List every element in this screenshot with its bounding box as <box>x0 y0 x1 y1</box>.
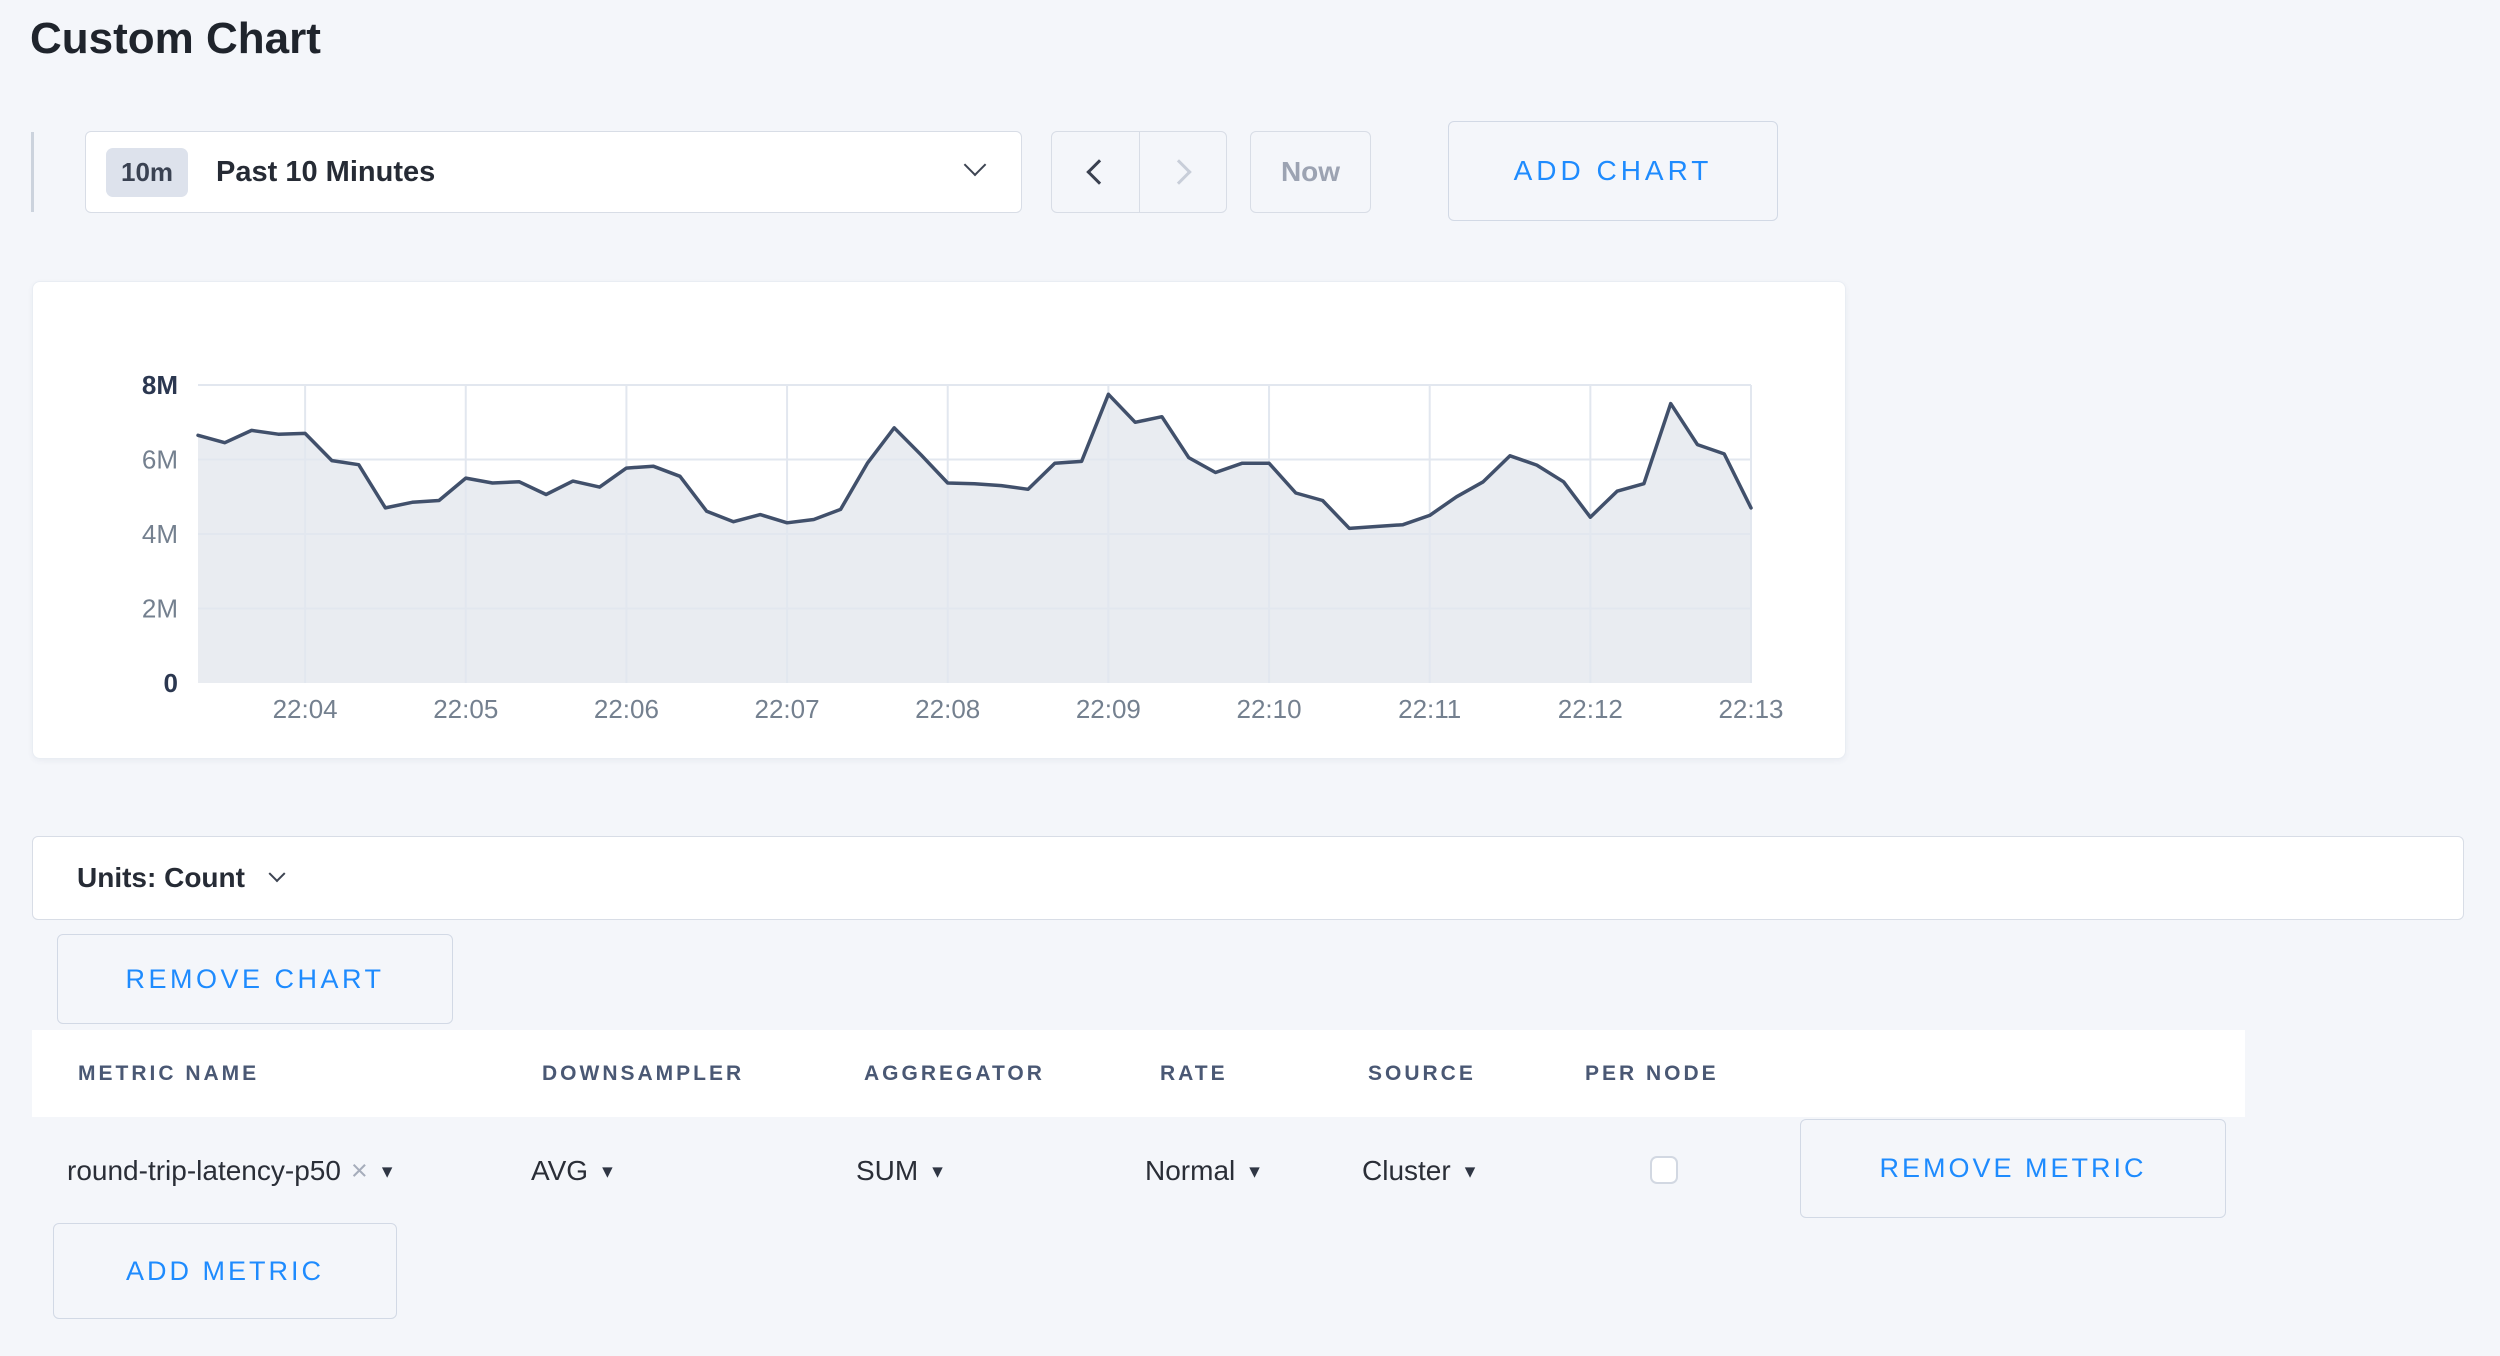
svg-text:0: 0 <box>164 668 178 698</box>
chevron-down-icon <box>268 865 286 883</box>
page-title: Custom Chart <box>30 14 321 63</box>
rate-value: Normal <box>1145 1155 1236 1186</box>
time-nav-arrows <box>1051 131 1227 213</box>
aggregator-select[interactable]: SUM ▾ <box>856 1147 943 1195</box>
time-back-button[interactable] <box>1052 132 1139 212</box>
chevron-left-icon <box>1086 159 1112 185</box>
add-metric-button[interactable]: ADD METRIC <box>53 1223 397 1319</box>
remove-metric-button[interactable]: REMOVE METRIC <box>1800 1119 2226 1218</box>
caret-down-icon: ▾ <box>1249 1159 1260 1183</box>
metric-name-select[interactable]: round-trip-latency-p50 × ▾ <box>67 1147 392 1195</box>
add-chart-button[interactable]: ADD CHART <box>1448 121 1778 221</box>
downsampler-select[interactable]: AVG ▾ <box>531 1147 613 1195</box>
source-select[interactable]: Cluster ▾ <box>1362 1147 1475 1195</box>
clear-metric-icon[interactable]: × <box>350 1154 368 1187</box>
now-button[interactable]: Now <box>1250 131 1371 213</box>
rate-select[interactable]: Normal ▾ <box>1145 1147 1260 1195</box>
time-forward-button[interactable] <box>1138 132 1227 212</box>
chevron-down-icon <box>963 153 987 177</box>
timeseries-area-chart: 8M 6M 4M 2M 0 22:04 22:05 22:06 22:07 22:08 22:09 2… <box>142 370 1784 724</box>
custom-chart-card: 8M 6M 4M 2M 0 22:04 22:05 22:06 22:07 22:08 22:09 2… <box>32 281 1846 759</box>
section-accent-rule <box>31 132 34 212</box>
aggregator-value: SUM <box>856 1155 919 1186</box>
caret-down-icon: ▾ <box>602 1159 613 1183</box>
column-header-aggregator: AGGREGATOR <box>864 1062 1045 1085</box>
svg-text:6M: 6M <box>142 445 178 475</box>
svg-text:22:07: 22:07 <box>755 694 820 724</box>
svg-text:22:12: 22:12 <box>1558 694 1623 724</box>
remove-chart-button[interactable]: REMOVE CHART <box>57 934 453 1024</box>
svg-text:2M: 2M <box>142 594 178 624</box>
metrics-table-header: METRIC NAME DOWNSAMPLER AGGREGATOR RATE … <box>32 1030 2245 1117</box>
svg-text:22:13: 22:13 <box>1718 694 1783 724</box>
column-header-metric-name: METRIC NAME <box>78 1062 260 1085</box>
column-header-source: SOURCE <box>1368 1062 1476 1085</box>
svg-text:22:05: 22:05 <box>433 694 498 724</box>
svg-text:8M: 8M <box>142 370 178 400</box>
downsampler-value: AVG <box>531 1155 589 1186</box>
svg-text:4M: 4M <box>142 519 178 549</box>
svg-text:22:10: 22:10 <box>1236 694 1301 724</box>
units-label: Units: Count <box>77 862 245 893</box>
caret-down-icon: ▾ <box>381 1159 393 1183</box>
time-range-badge: 10m <box>106 147 189 197</box>
svg-text:22:08: 22:08 <box>915 694 980 724</box>
svg-text:22:06: 22:06 <box>594 694 659 724</box>
units-dropdown[interactable]: Units: Count <box>32 836 2464 920</box>
column-header-rate: RATE <box>1160 1062 1228 1085</box>
svg-text:22:11: 22:11 <box>1398 694 1461 724</box>
svg-text:22:04: 22:04 <box>273 694 338 724</box>
source-value: Cluster <box>1362 1155 1451 1186</box>
chevron-right-icon <box>1166 159 1192 185</box>
svg-text:22:09: 22:09 <box>1076 694 1141 724</box>
time-range-label: Past 10 Minutes <box>216 155 436 188</box>
caret-down-icon: ▾ <box>932 1159 943 1183</box>
per-node-checkbox[interactable] <box>1650 1156 1678 1184</box>
column-header-downsampler: DOWNSAMPLER <box>542 1062 745 1085</box>
metric-name-value: round-trip-latency-p50 <box>67 1155 341 1186</box>
time-range-dropdown[interactable]: 10m Past 10 Minutes <box>85 131 1022 213</box>
caret-down-icon: ▾ <box>1464 1159 1476 1183</box>
column-header-per-node: PER NODE <box>1585 1062 1719 1085</box>
